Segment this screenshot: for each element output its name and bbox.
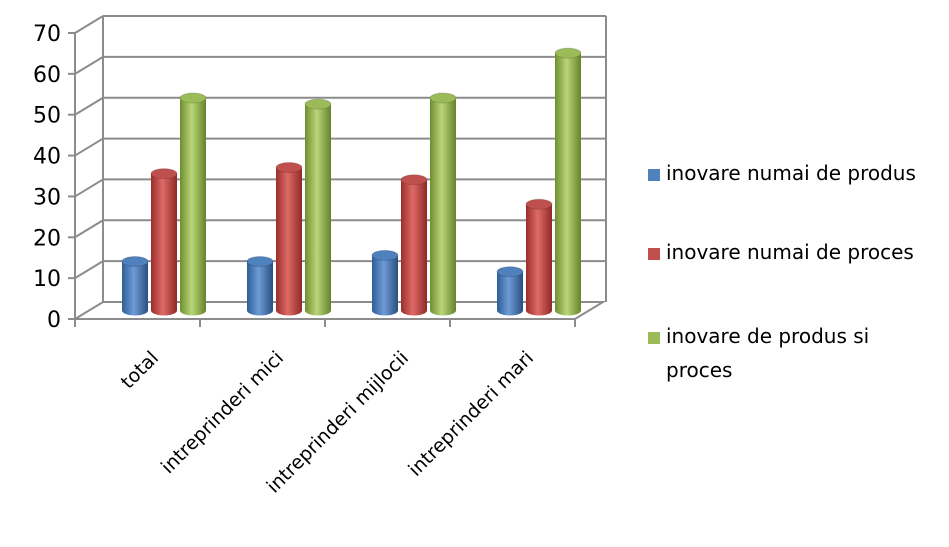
bar-cap xyxy=(179,92,207,104)
gridline-side xyxy=(74,96,104,116)
bar-cap xyxy=(121,255,149,267)
bar xyxy=(400,174,428,316)
bar-cap xyxy=(496,266,524,278)
bar xyxy=(554,47,582,316)
y-tick-label: 60 xyxy=(33,63,61,88)
gridline-side xyxy=(74,15,104,34)
y-tick-label: 30 xyxy=(33,185,61,210)
bar xyxy=(179,92,207,316)
bar-body xyxy=(247,261,273,316)
x-category-label: total xyxy=(117,347,163,393)
bar-cap xyxy=(275,162,303,173)
bar xyxy=(525,198,553,316)
bar-cap xyxy=(429,92,457,104)
bar-cap xyxy=(554,47,582,59)
bar-body xyxy=(305,104,331,316)
bar-cap xyxy=(246,255,274,267)
bar xyxy=(246,255,274,316)
bar xyxy=(121,255,149,316)
gridline-side xyxy=(74,178,104,198)
bar-cap xyxy=(371,249,399,261)
bar-body xyxy=(430,98,456,316)
x-category-label: intreprinderi mari xyxy=(404,347,538,481)
bar xyxy=(429,92,457,316)
bar-body xyxy=(180,98,206,316)
y-axis-ticks: 0 10 20 30 40 50 60 70 xyxy=(33,22,75,333)
plot-walls xyxy=(71,16,607,320)
bar-body xyxy=(151,173,177,316)
x-category-label: intreprinderi mijlocii xyxy=(262,347,413,498)
gridline-side xyxy=(74,56,104,75)
x-category-label: intreprinderi mici xyxy=(157,347,288,478)
bar-body xyxy=(497,271,523,316)
gridline-side xyxy=(74,260,104,279)
floor xyxy=(71,301,607,320)
bar-cap xyxy=(150,168,178,180)
bar xyxy=(150,168,178,316)
bar xyxy=(275,162,303,316)
y-tick-label: 70 xyxy=(33,22,61,47)
bar-body xyxy=(526,204,552,316)
bar xyxy=(496,266,524,316)
legend: inovare numai de produs inovare numai de … xyxy=(648,161,916,382)
bar-body xyxy=(401,179,427,316)
gridline-side xyxy=(74,219,104,239)
legend-swatch xyxy=(648,332,660,344)
bar xyxy=(371,249,399,316)
bar-cap xyxy=(304,98,332,110)
legend-swatch xyxy=(648,169,660,181)
y-tick-label: 50 xyxy=(33,104,61,129)
bar-body xyxy=(122,261,148,316)
bar xyxy=(304,98,332,316)
y-tick-label: 20 xyxy=(33,226,61,251)
bar-body xyxy=(555,53,581,316)
bars xyxy=(121,47,582,316)
y-tick-label: 0 xyxy=(47,308,61,333)
legend-label: inovare numai de proces xyxy=(666,240,914,264)
bar-body xyxy=(276,167,302,316)
legend-swatch xyxy=(648,248,660,260)
bar-cap xyxy=(525,198,553,210)
y-tick-label: 10 xyxy=(33,267,61,292)
bar-cap xyxy=(400,174,428,186)
gridline-side xyxy=(74,137,104,157)
legend-label: inovare de produs si proces xyxy=(666,324,869,382)
legend-label: inovare numai de produs xyxy=(666,161,916,185)
bar-body xyxy=(372,255,398,316)
y-tick-label: 40 xyxy=(33,145,61,170)
